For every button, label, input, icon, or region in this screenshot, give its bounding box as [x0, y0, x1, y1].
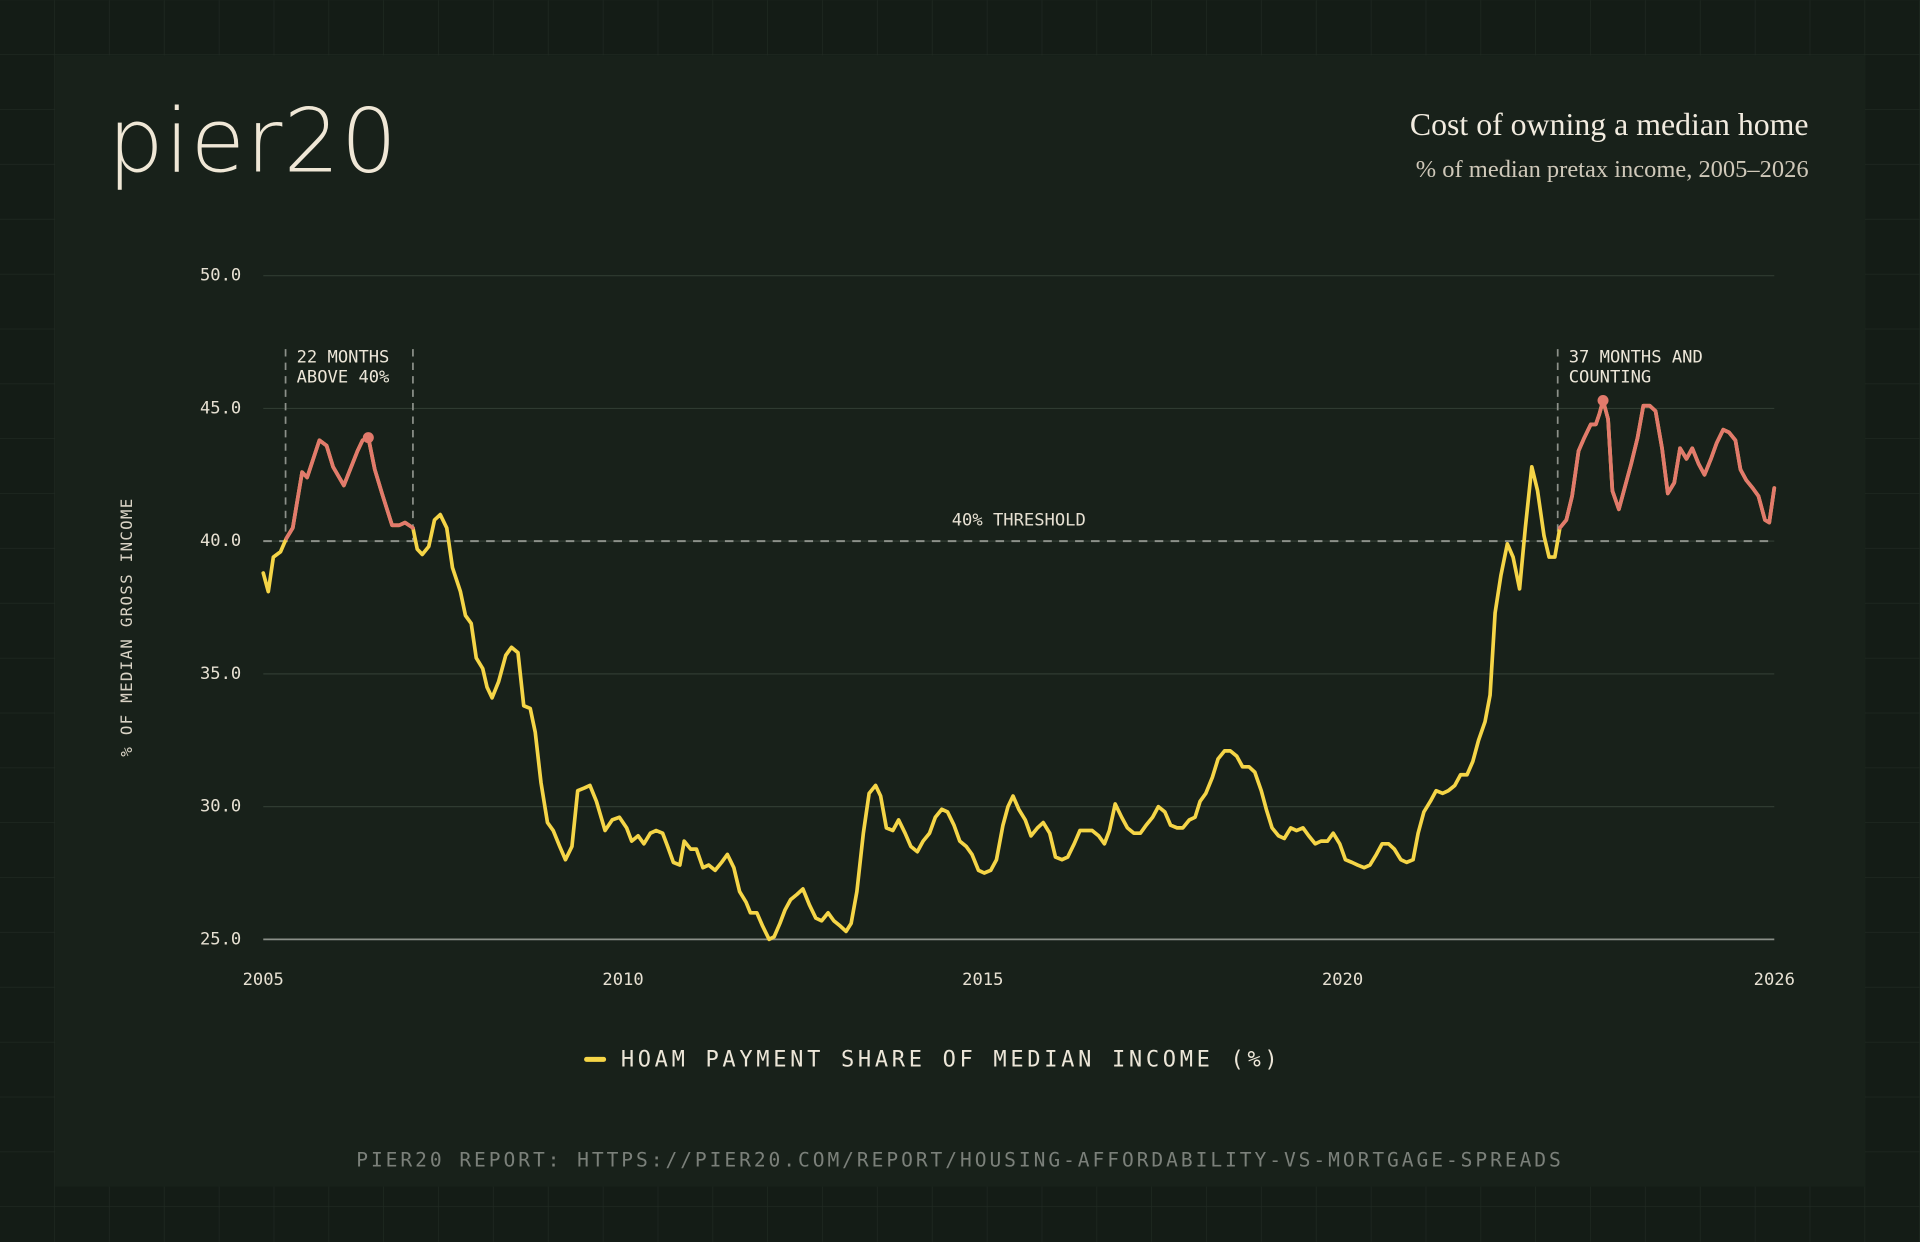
x-tick-label: 2005	[243, 970, 284, 990]
x-tick-label: 2026	[1754, 970, 1795, 990]
highlight-line	[284, 435, 415, 541]
y-tick-label: 35.0	[200, 664, 241, 684]
series-line	[261, 398, 1777, 942]
brand-logo: pier20	[108, 90, 398, 193]
highlight-line	[1558, 398, 1777, 530]
threshold-label: 40% THRESHOLD	[952, 510, 1086, 530]
y-tick-label: 45.0	[200, 398, 241, 418]
annotation-text: 37 MONTHS AND	[1569, 348, 1703, 368]
x-tick-label: 2010	[602, 970, 643, 990]
annotation-text: COUNTING	[1569, 367, 1651, 387]
peak-marker	[1597, 394, 1609, 406]
x-tick-label: 2020	[1322, 970, 1363, 990]
peak-marker	[362, 432, 374, 444]
y-tick-label: 50.0	[200, 266, 241, 286]
y-tick-label: 30.0	[200, 797, 241, 817]
y-tick-label: 40.0	[200, 531, 241, 551]
annotation-text: 22 MONTHS	[297, 348, 390, 368]
x-tick-label: 2015	[962, 970, 1003, 990]
legend-label: HOAM PAYMENT SHARE OF MEDIAN INCOME (%)	[621, 1048, 1282, 1073]
chart-title: Cost of owning a median home	[1410, 107, 1809, 142]
annotation-text: ABOVE 40%	[297, 367, 390, 387]
footer: PIER20 REPORT: HTTPS://PIER20.COM/REPORT…	[356, 1149, 1564, 1172]
y-tick-label: 25.0	[200, 929, 241, 949]
panel	[55, 55, 1865, 1187]
y-axis-label: % OF MEDIAN GROSS INCOME	[117, 498, 136, 757]
chart-subtitle: % of median pretax income, 2005–2026	[1416, 156, 1809, 183]
